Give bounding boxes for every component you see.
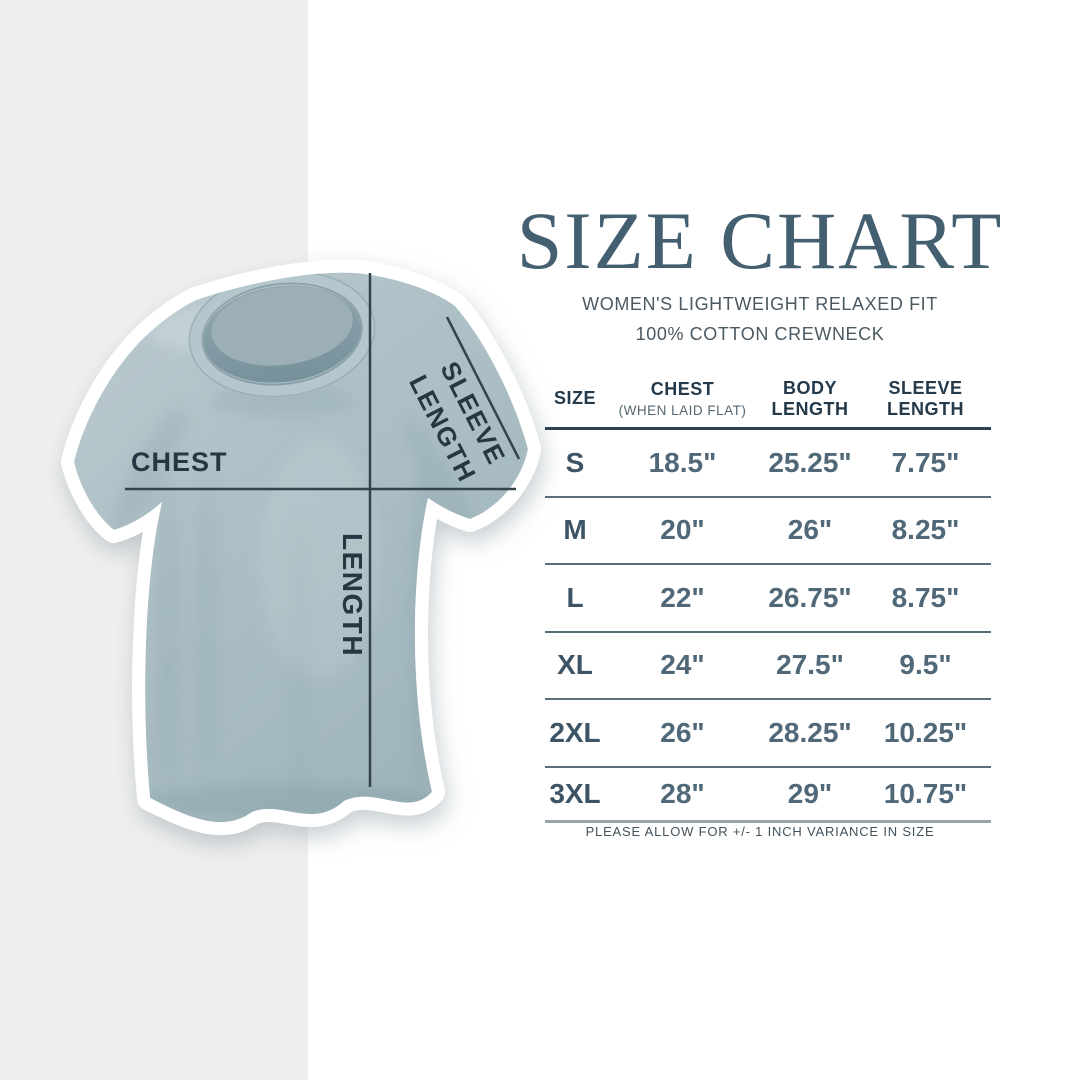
cell-size: 2XL (549, 716, 601, 748)
cell-sleeve: 10.25" (883, 716, 968, 748)
cell-size: L (566, 581, 584, 613)
column-header-chest: CHEST (WHEN LAID FLAT) (618, 379, 747, 418)
shading-right-armpit (403, 419, 477, 541)
tshirt-graphic: CHEST LENGTH SLEEVE LENGTH (61, 259, 541, 836)
cell-chest: 24" (660, 649, 705, 681)
cell-chest: 18.5" (648, 446, 717, 478)
collar (188, 272, 376, 398)
cell-body: 28.25" (768, 716, 852, 748)
variance-note: PLEASE ALLOW FOR +/- 1 INCH VARIANCE IN … (585, 824, 935, 839)
table-header-row: SIZE CHEST (WHEN LAID FLAT) BODY LENGTH … (545, 370, 991, 430)
size-table-body: S 18.5" 25.25" 7.75" M 20" 26" 8.25" L 22" 26.75" 8… (545, 430, 991, 823)
shading-left-armpit (114, 407, 186, 533)
cell-chest: 22" (660, 581, 705, 613)
length-label: LENGTH (337, 533, 368, 657)
cell-chest: 26" (660, 716, 705, 748)
highlight-chest (260, 440, 380, 680)
cell-sleeve: 10.75" (883, 777, 968, 809)
sleeve-line (445, 316, 521, 460)
table-row: L 22" 26.75" 8.75" (545, 565, 991, 633)
shading-body-fold-1 (197, 470, 217, 770)
shading-left-side (156, 480, 180, 780)
size-table: SIZE CHEST (WHEN LAID FLAT) BODY LENGTH … (545, 370, 991, 823)
column-header-sleeve-length: SLEEVE LENGTH (887, 378, 964, 419)
column-header-size: SIZE (553, 388, 596, 409)
cell-body: 26" (787, 514, 833, 546)
table-row: XL 24" 27.5" 9.5" (545, 633, 991, 700)
chest-label: CHEST (131, 447, 228, 477)
cell-sleeve: 7.75" (891, 446, 960, 478)
cell-body: 26.75" (768, 581, 852, 613)
cell-sleeve: 9.5" (899, 649, 952, 681)
cell-sleeve: 8.75" (891, 581, 960, 613)
table-row: M 20" 26" 8.25" (545, 498, 991, 565)
table-row: 3XL 28" 29" 10.75" (545, 768, 991, 823)
table-row: 2XL 26" 28.25" 10.25" (545, 700, 991, 768)
cell-chest: 20" (660, 514, 705, 546)
column-header-body-length: BODY LENGTH (771, 378, 849, 419)
cell-size: M (563, 514, 587, 546)
page-title: SIZE CHART (516, 195, 1004, 286)
chest-note: (WHEN LAID FLAT) (618, 402, 747, 418)
cell-body: 25.25" (768, 446, 852, 478)
subtitle-line-1: WOMEN'S LIGHTWEIGHT RELAXED FIT (582, 294, 938, 314)
cell-sleeve: 8.25" (891, 514, 960, 546)
cell-size: XL (557, 649, 593, 681)
cell-chest: 28" (660, 777, 705, 809)
cell-size: S (565, 446, 585, 478)
table-row: S 18.5" 25.25" 7.75" (545, 430, 991, 498)
subtitle-line-2: 100% COTTON CREWNECK (635, 324, 885, 344)
cell-body: 27.5" (776, 649, 844, 681)
cell-size: 3XL (549, 777, 601, 809)
cell-body: 29" (787, 777, 833, 809)
